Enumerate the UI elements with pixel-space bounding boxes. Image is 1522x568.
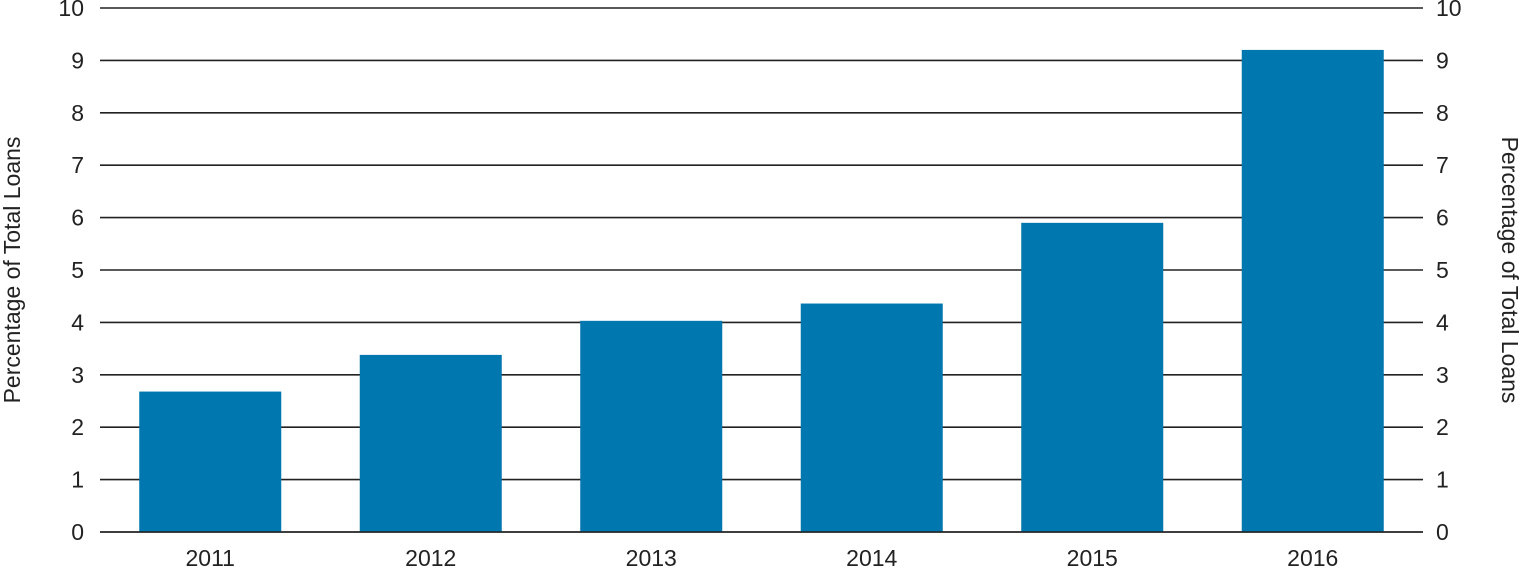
bars (139, 49, 1384, 533)
y-tick-label-left: 10 (58, 0, 84, 21)
y-tick-label-right: 0 (1436, 519, 1449, 545)
x-tick-label: 2015 (1067, 545, 1118, 568)
y-tick-label-right: 5 (1436, 257, 1449, 283)
x-tick-label: 2016 (1287, 545, 1338, 568)
y-tick-label-left: 7 (71, 152, 84, 178)
y-tick-label-left: 0 (71, 519, 84, 545)
y-tick-label-left: 5 (71, 257, 84, 283)
y-axis-left-ticks: 0 1 2 3 4 5 6 7 8 9 10 (58, 0, 84, 545)
y-tick-label-right: 2 (1436, 414, 1449, 440)
y-tick-label-left: 4 (71, 309, 84, 335)
y-tick-label-left: 2 (71, 414, 84, 440)
y-tick-label-right: 6 (1436, 205, 1449, 231)
y-tick-label-left: 8 (71, 100, 84, 126)
y-axis-left-title: Percentage of Total Loans (0, 137, 25, 404)
y-tick-label-left: 6 (71, 205, 84, 231)
bar-2015 (1021, 222, 1164, 532)
bar-2014 (800, 303, 943, 532)
x-tick-label: 2013 (626, 545, 677, 568)
x-tick-label: 2014 (846, 545, 897, 568)
bar-2016 (1241, 49, 1384, 533)
y-tick-label-right: 3 (1436, 362, 1449, 388)
y-axis-right-ticks: 0 1 2 3 4 5 6 7 8 9 10 (1436, 0, 1462, 545)
y-tick-label-left: 9 (71, 47, 84, 73)
y-tick-label-left: 3 (71, 362, 84, 388)
bar-2012 (359, 354, 502, 532)
y-tick-label-right: 8 (1436, 100, 1449, 126)
y-tick-label-right: 7 (1436, 152, 1449, 178)
y-tick-label-right: 9 (1436, 47, 1449, 73)
bar-2013 (580, 320, 723, 532)
y-tick-label-right: 4 (1436, 309, 1449, 335)
gridlines (100, 7, 1423, 533)
y-tick-label-left: 1 (71, 467, 84, 493)
y-axis-right-title: Percentage of Total Loans (1497, 137, 1522, 404)
x-tick-label: 2012 (405, 545, 456, 568)
y-tick-label-right: 1 (1436, 467, 1449, 493)
x-tick-label: 2011 (186, 545, 235, 568)
bar-2011 (139, 391, 282, 532)
y-tick-label-right: 10 (1436, 0, 1462, 21)
x-axis-ticks: 2011 2012 2013 2014 2015 2016 (186, 545, 1339, 568)
